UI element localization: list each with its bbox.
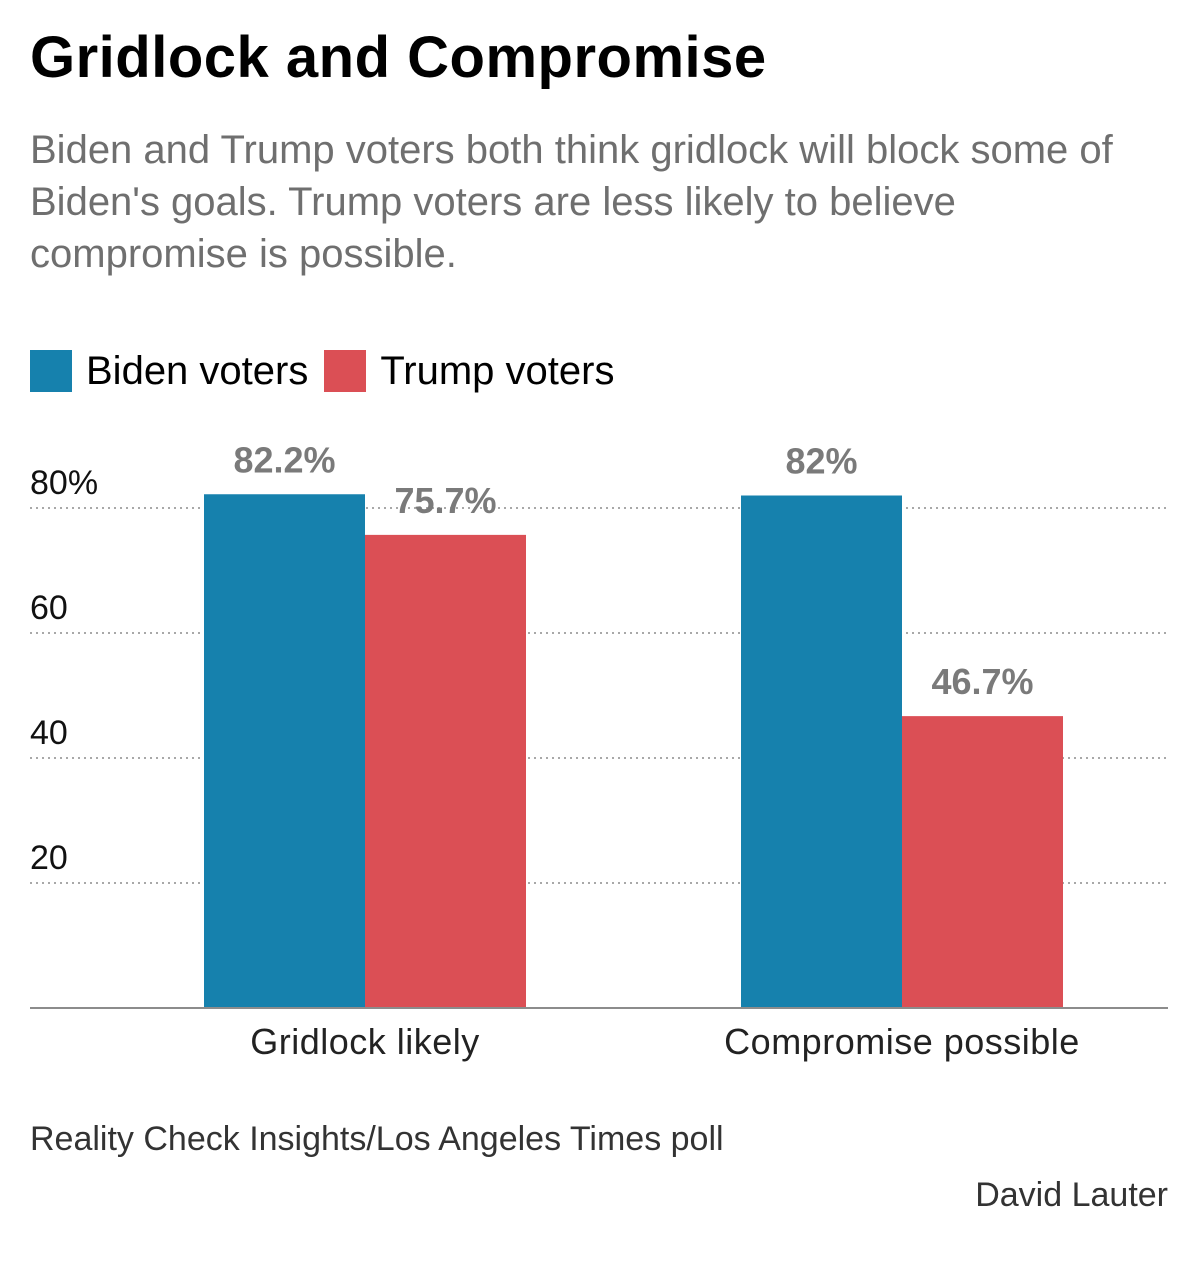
source-note: Reality Check Insights/Los Angeles Times… [30, 1120, 724, 1158]
x-tick-label: Gridlock likely [250, 1021, 480, 1062]
bar-value-label: 75.7% [394, 480, 496, 521]
legend: Biden voters Trump voters [30, 345, 630, 397]
legend-label-biden: Biden voters [86, 348, 309, 393]
bar [741, 495, 902, 1008]
credit-note: David Lauter [975, 1176, 1168, 1214]
chart-title: Gridlock and Compromise [30, 25, 767, 90]
bar-value-label: 82% [785, 441, 857, 482]
bar [365, 534, 526, 1008]
y-tick-label: 80% [30, 464, 98, 502]
y-tick-label: 60 [30, 589, 68, 627]
legend-swatch-trump [324, 350, 367, 392]
bar [204, 494, 365, 1008]
x-tick-label: Compromise possible [724, 1021, 1080, 1062]
legend-item-trump: Trump voters [324, 349, 614, 394]
y-tick-label: 40 [30, 714, 68, 752]
bar [902, 716, 1063, 1008]
legend-label-trump: Trump voters [380, 348, 615, 393]
legend-swatch-biden [30, 350, 72, 392]
chart-subtitle: Biden and Trump voters both think gridlo… [30, 128, 1113, 276]
bar-chart: 20 40 60 80% 82.2% 82% 75.7% 46.7% Gridlock like… [30, 439, 1168, 1062]
bar-value-label: 46.7% [931, 661, 1033, 702]
y-tick-label: 20 [30, 839, 68, 877]
legend-item-biden: Biden voters [30, 349, 308, 394]
bar-value-label: 82.2% [233, 439, 335, 480]
